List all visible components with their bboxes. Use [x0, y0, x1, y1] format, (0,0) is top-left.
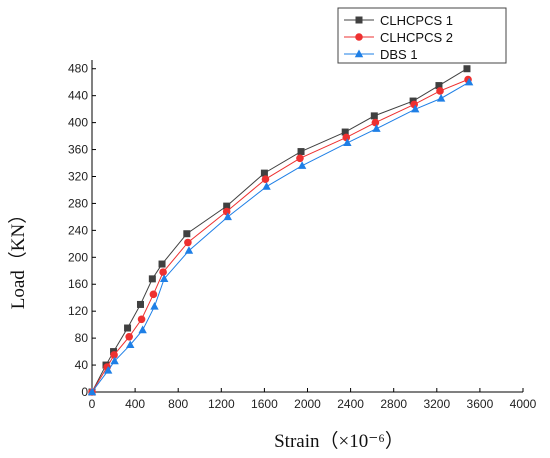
x-tick-label: 2800 — [380, 397, 407, 411]
data-point — [126, 340, 135, 349]
series-layer — [87, 65, 474, 396]
data-point — [411, 104, 420, 113]
data-point — [436, 93, 446, 102]
data-point — [297, 161, 307, 169]
y-tick-label: 40 — [75, 358, 89, 372]
x-tick-label: 4000 — [510, 397, 537, 411]
legend-marker — [354, 49, 364, 58]
data-point — [222, 207, 231, 216]
data-point — [150, 301, 159, 310]
series-line — [91, 79, 469, 393]
series-2 — [88, 75, 472, 396]
axes: 0 40 80 120 160 200 240 280 320 360 400 440 480 0 400 8… — [68, 60, 537, 411]
data-point — [296, 154, 304, 163]
data-point — [159, 274, 169, 283]
x-tick-label: 3600 — [467, 397, 494, 411]
data-point — [148, 275, 156, 283]
data-point — [136, 300, 144, 308]
legend: CLHCPCS 1 CLHCPCS 2 DBS 1 — [337, 7, 507, 64]
data-point — [435, 82, 443, 90]
series-3 — [87, 77, 474, 396]
legend-label: DBS 1 — [380, 47, 418, 62]
series-1 — [88, 65, 471, 396]
x-axis-title: Strain（×10⁻⁶） — [274, 430, 404, 452]
x-tick-label: 400 — [125, 397, 145, 411]
data-point — [261, 175, 270, 183]
data-point — [110, 356, 119, 365]
data-point — [341, 128, 349, 136]
data-point — [149, 290, 158, 299]
data-point — [223, 212, 232, 221]
data-point — [124, 324, 132, 332]
legend-item: CLHCPCS 1 — [344, 13, 453, 28]
x-tick-label: 0 — [89, 397, 96, 411]
data-point — [184, 238, 192, 247]
legend-item: DBS 1 — [344, 47, 418, 62]
y-tick-label: 480 — [68, 62, 88, 76]
y-tick-label: 0 — [81, 385, 88, 399]
data-point — [371, 118, 380, 127]
data-point — [137, 315, 146, 324]
x-tick-label: 1200 — [208, 397, 235, 411]
data-point — [370, 112, 378, 120]
series-line — [91, 68, 468, 393]
data-point — [262, 182, 271, 190]
y-tick-label: 240 — [68, 223, 88, 237]
data-point — [183, 230, 191, 238]
x-tick-label: 3200 — [423, 397, 450, 411]
data-point — [138, 325, 147, 334]
data-point — [223, 202, 231, 210]
data-point — [342, 133, 351, 142]
legend-label: CLHCPCS 2 — [380, 30, 453, 45]
y-tick-label: 440 — [68, 89, 88, 103]
data-point — [464, 77, 474, 86]
data-point — [103, 365, 113, 374]
data-point — [297, 148, 305, 156]
legend-marker — [355, 16, 363, 24]
y-tick-label: 280 — [68, 196, 88, 210]
y-tick-label: 160 — [68, 277, 88, 291]
y-tick-label: 360 — [68, 143, 88, 157]
legend-marker — [355, 33, 363, 41]
x-tick-label: 1600 — [251, 397, 278, 411]
x-tick-label: 2400 — [337, 397, 364, 411]
x-tick-label: 800 — [168, 397, 188, 411]
data-point — [260, 169, 268, 177]
series-line — [91, 81, 470, 393]
data-point — [158, 260, 166, 268]
y-tick-label: 80 — [75, 331, 89, 345]
data-point — [343, 138, 352, 147]
y-tick-label: 320 — [68, 169, 88, 183]
legend-label: CLHCPCS 1 — [380, 13, 453, 28]
x-tick-label: 2000 — [294, 397, 321, 411]
data-point — [372, 124, 381, 132]
data-point — [159, 268, 167, 276]
legend-item: CLHCPCS 2 — [344, 30, 453, 45]
data-point — [184, 246, 194, 254]
y-axis-title: Load（KN） — [7, 205, 29, 309]
data-point — [436, 87, 444, 95]
data-point — [110, 351, 118, 359]
data-point — [87, 387, 97, 396]
data-point — [463, 65, 471, 73]
y-tick-label: 120 — [68, 304, 88, 318]
data-point — [125, 332, 133, 341]
y-tick-label: 400 — [68, 116, 88, 130]
y-tick-label: 200 — [68, 250, 88, 264]
